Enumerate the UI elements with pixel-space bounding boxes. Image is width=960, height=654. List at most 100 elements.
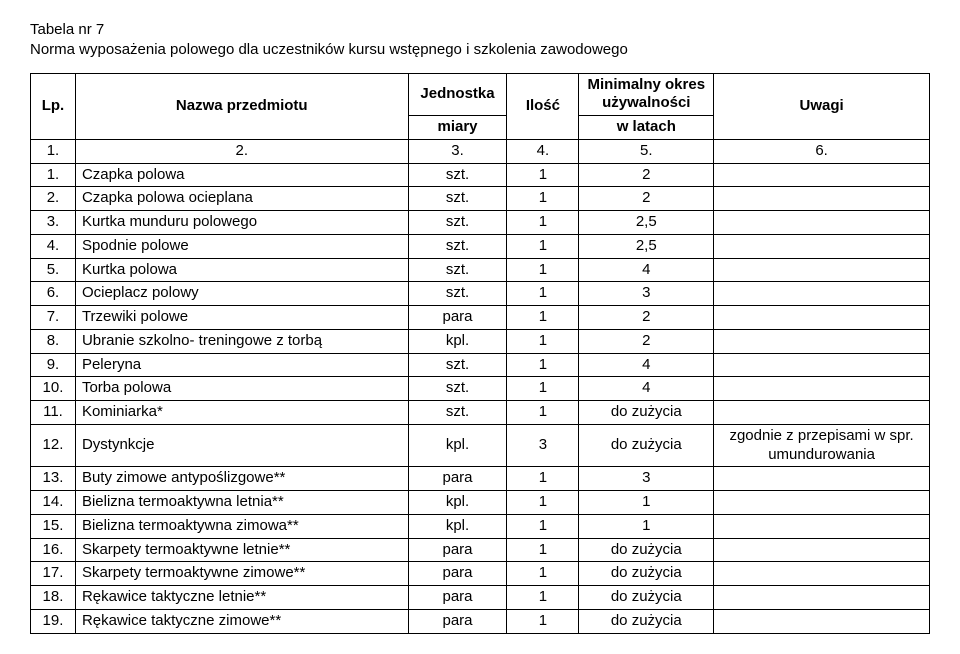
cell-unit: szt. xyxy=(408,234,507,258)
table-row: 15.Bielizna termoaktywna zimowa**kpl.11 xyxy=(31,514,930,538)
cell-per: do zużycia xyxy=(579,401,714,425)
numrow-3: 3. xyxy=(408,139,507,163)
cell-name: Rękawice taktyczne letnie** xyxy=(75,586,408,610)
cell-qty: 1 xyxy=(507,377,579,401)
cell-lp: 5. xyxy=(31,258,76,282)
table-row: 11.Kominiarka*szt.1do zużycia xyxy=(31,401,930,425)
cell-name: Peleryna xyxy=(75,353,408,377)
cell-qty: 1 xyxy=(507,491,579,515)
table-row: 10.Torba polowaszt.14 xyxy=(31,377,930,401)
cell-qty: 1 xyxy=(507,514,579,538)
cell-lp: 15. xyxy=(31,514,76,538)
table-row: 2.Czapka polowa ocieplanaszt.12 xyxy=(31,187,930,211)
cell-lp: 4. xyxy=(31,234,76,258)
cell-qty: 1 xyxy=(507,282,579,306)
table-row: 1.Czapka polowaszt.12 xyxy=(31,163,930,187)
cell-per: 3 xyxy=(579,467,714,491)
cell-name: Skarpety termoaktywne zimowe** xyxy=(75,562,408,586)
cell-per: 2,5 xyxy=(579,234,714,258)
cell-unit: szt. xyxy=(408,401,507,425)
cell-note xyxy=(714,401,930,425)
cell-lp: 11. xyxy=(31,401,76,425)
cell-lp: 1. xyxy=(31,163,76,187)
cell-note xyxy=(714,377,930,401)
cell-name: Bielizna termoaktywna letnia** xyxy=(75,491,408,515)
cell-note xyxy=(714,329,930,353)
cell-per: do zużycia xyxy=(579,424,714,467)
head-period-top: Minimalny okres używalności xyxy=(579,73,714,116)
cell-per: 3 xyxy=(579,282,714,306)
cell-name: Kurtka polowa xyxy=(75,258,408,282)
cell-lp: 8. xyxy=(31,329,76,353)
cell-lp: 13. xyxy=(31,467,76,491)
table-row: 16.Skarpety termoaktywne letnie**para1do… xyxy=(31,538,930,562)
cell-unit: para xyxy=(408,538,507,562)
cell-unit: para xyxy=(408,467,507,491)
table-body: 1.Czapka polowaszt.122.Czapka polowa oci… xyxy=(31,163,930,633)
head-qty: Ilość xyxy=(507,73,579,139)
equipment-table: Lp. Nazwa przedmiotu Jednostka Ilość Min… xyxy=(30,73,930,634)
head-unit-top: Jednostka xyxy=(408,73,507,116)
cell-unit: szt. xyxy=(408,282,507,306)
numrow-1: 1. xyxy=(31,139,76,163)
cell-qty: 1 xyxy=(507,467,579,491)
cell-name: Dystynkcje xyxy=(75,424,408,467)
cell-name: Czapka polowa xyxy=(75,163,408,187)
cell-unit: para xyxy=(408,562,507,586)
head-period-bottom: w latach xyxy=(579,116,714,140)
cell-note xyxy=(714,282,930,306)
cell-unit: szt. xyxy=(408,211,507,235)
cell-name: Kominiarka* xyxy=(75,401,408,425)
head-note: Uwagi xyxy=(714,73,930,139)
cell-lp: 3. xyxy=(31,211,76,235)
cell-qty: 1 xyxy=(507,306,579,330)
cell-name: Ubranie szkolno- treningowe z torbą xyxy=(75,329,408,353)
cell-note xyxy=(714,514,930,538)
cell-unit: para xyxy=(408,586,507,610)
table-head: Lp. Nazwa przedmiotu Jednostka Ilość Min… xyxy=(31,73,930,163)
cell-name: Bielizna termoaktywna zimowa** xyxy=(75,514,408,538)
table-row: 18.Rękawice taktyczne letnie**para1do zu… xyxy=(31,586,930,610)
cell-per: do zużycia xyxy=(579,586,714,610)
numrow-4: 4. xyxy=(507,139,579,163)
cell-unit: para xyxy=(408,306,507,330)
cell-per: do zużycia xyxy=(579,609,714,633)
table-row: 3.Kurtka munduru polowegoszt.12,5 xyxy=(31,211,930,235)
head-unit-bottom: miary xyxy=(408,116,507,140)
cell-unit: szt. xyxy=(408,353,507,377)
cell-qty: 1 xyxy=(507,187,579,211)
cell-lp: 10. xyxy=(31,377,76,401)
cell-qty: 1 xyxy=(507,538,579,562)
cell-lp: 9. xyxy=(31,353,76,377)
numbering-row: 1. 2. 3. 4. 5. 6. xyxy=(31,139,930,163)
table-row: 14.Bielizna termoaktywna letnia**kpl.11 xyxy=(31,491,930,515)
cell-note xyxy=(714,562,930,586)
cell-per: 2,5 xyxy=(579,211,714,235)
table-row: 8.Ubranie szkolno- treningowe z torbąkpl… xyxy=(31,329,930,353)
cell-qty: 1 xyxy=(507,234,579,258)
cell-per: 1 xyxy=(579,491,714,515)
cell-lp: 6. xyxy=(31,282,76,306)
cell-qty: 1 xyxy=(507,329,579,353)
cell-per: 4 xyxy=(579,377,714,401)
cell-note xyxy=(714,306,930,330)
cell-lp: 18. xyxy=(31,586,76,610)
head-lp: Lp. xyxy=(31,73,76,139)
table-row: 9.Pelerynaszt.14 xyxy=(31,353,930,377)
cell-note xyxy=(714,353,930,377)
cell-name: Ocieplacz polowy xyxy=(75,282,408,306)
cell-unit: kpl. xyxy=(408,329,507,353)
cell-qty: 1 xyxy=(507,258,579,282)
cell-note xyxy=(714,258,930,282)
cell-per: 2 xyxy=(579,187,714,211)
cell-lp: 12. xyxy=(31,424,76,467)
numrow-5: 5. xyxy=(579,139,714,163)
cell-unit: szt. xyxy=(408,163,507,187)
numrow-6: 6. xyxy=(714,139,930,163)
cell-note xyxy=(714,187,930,211)
cell-unit: szt. xyxy=(408,187,507,211)
cell-note xyxy=(714,234,930,258)
cell-per: do zużycia xyxy=(579,538,714,562)
head-name: Nazwa przedmiotu xyxy=(75,73,408,139)
cell-per: do zużycia xyxy=(579,562,714,586)
